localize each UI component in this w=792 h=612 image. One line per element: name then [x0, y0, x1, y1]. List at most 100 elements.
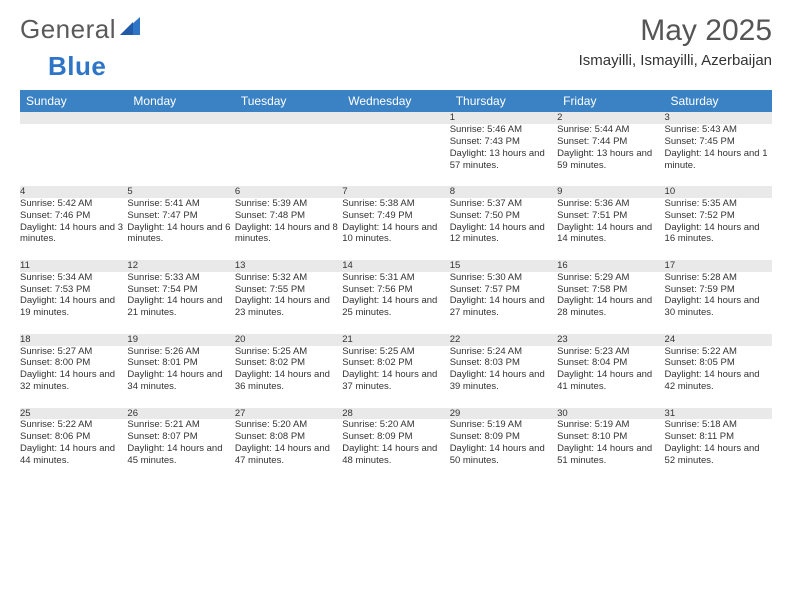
calendar-page: General May 2025 Ismayilli, Ismayilli, A… [0, 0, 792, 491]
day-number-cell: 4 [20, 186, 127, 198]
day-content-cell: Sunrise: 5:26 AMSunset: 8:01 PMDaylight:… [127, 346, 234, 408]
day-content-cell: Sunrise: 5:35 AMSunset: 7:52 PMDaylight:… [665, 198, 772, 260]
day-number-cell: 3 [665, 112, 772, 124]
sunrise-text: Sunrise: 5:19 AM [450, 419, 557, 431]
daylight-text: Daylight: 14 hours and 39 minutes. [450, 369, 557, 393]
day-content-cell: Sunrise: 5:27 AMSunset: 8:00 PMDaylight:… [20, 346, 127, 408]
daylight-text: Daylight: 14 hours and 16 minutes. [665, 222, 772, 246]
sunset-text: Sunset: 7:56 PM [342, 284, 449, 296]
day-number-cell: 20 [235, 334, 342, 346]
daylight-text: Daylight: 14 hours and 6 minutes. [127, 222, 234, 246]
day-number-cell: 1 [450, 112, 557, 124]
sunset-text: Sunset: 8:06 PM [20, 431, 127, 443]
sunset-text: Sunset: 7:48 PM [235, 210, 342, 222]
day-content-cell: Sunrise: 5:20 AMSunset: 8:08 PMDaylight:… [235, 419, 342, 481]
sunrise-text: Sunrise: 5:33 AM [127, 272, 234, 284]
day-number-cell: 15 [450, 260, 557, 272]
sunrise-text: Sunrise: 5:25 AM [342, 346, 449, 358]
day-content-cell [20, 124, 127, 186]
day-number-cell: 16 [557, 260, 664, 272]
day-number-cell: 31 [665, 408, 772, 420]
day-number-cell: 23 [557, 334, 664, 346]
day-content-row: Sunrise: 5:27 AMSunset: 8:00 PMDaylight:… [20, 346, 772, 408]
day-number-cell: 18 [20, 334, 127, 346]
weekday-header: Sunday [20, 90, 127, 112]
sunset-text: Sunset: 8:07 PM [127, 431, 234, 443]
daylight-text: Daylight: 14 hours and 14 minutes. [557, 222, 664, 246]
sunrise-text: Sunrise: 5:30 AM [450, 272, 557, 284]
day-content-cell: Sunrise: 5:33 AMSunset: 7:54 PMDaylight:… [127, 272, 234, 334]
daylight-text: Daylight: 14 hours and 37 minutes. [342, 369, 449, 393]
daylight-text: Daylight: 14 hours and 3 minutes. [20, 222, 127, 246]
sunrise-text: Sunrise: 5:37 AM [450, 198, 557, 210]
day-number-cell: 27 [235, 408, 342, 420]
day-number-cell: 17 [665, 260, 772, 272]
sunset-text: Sunset: 8:11 PM [665, 431, 772, 443]
daylight-text: Daylight: 14 hours and 42 minutes. [665, 369, 772, 393]
sunrise-text: Sunrise: 5:38 AM [342, 198, 449, 210]
sunset-text: Sunset: 7:55 PM [235, 284, 342, 296]
sunset-text: Sunset: 7:51 PM [557, 210, 664, 222]
weekday-header: Monday [127, 90, 234, 112]
sunrise-text: Sunrise: 5:21 AM [127, 419, 234, 431]
daylight-text: Daylight: 14 hours and 30 minutes. [665, 295, 772, 319]
brand-part1: General [20, 14, 116, 45]
sunset-text: Sunset: 7:49 PM [342, 210, 449, 222]
day-number-row: 18192021222324 [20, 334, 772, 346]
weekday-header: Friday [557, 90, 664, 112]
day-content-cell: Sunrise: 5:43 AMSunset: 7:45 PMDaylight:… [665, 124, 772, 186]
day-content-cell: Sunrise: 5:28 AMSunset: 7:59 PMDaylight:… [665, 272, 772, 334]
day-number-cell: 12 [127, 260, 234, 272]
day-content-row: Sunrise: 5:42 AMSunset: 7:46 PMDaylight:… [20, 198, 772, 260]
day-content-cell: Sunrise: 5:36 AMSunset: 7:51 PMDaylight:… [557, 198, 664, 260]
sunrise-text: Sunrise: 5:39 AM [235, 198, 342, 210]
day-number-cell: 19 [127, 334, 234, 346]
sunset-text: Sunset: 7:59 PM [665, 284, 772, 296]
day-number-cell [235, 112, 342, 124]
day-number-cell: 8 [450, 186, 557, 198]
day-number-cell: 7 [342, 186, 449, 198]
day-number-cell: 11 [20, 260, 127, 272]
day-content-cell: Sunrise: 5:46 AMSunset: 7:43 PMDaylight:… [450, 124, 557, 186]
day-content-cell: Sunrise: 5:20 AMSunset: 8:09 PMDaylight:… [342, 419, 449, 481]
sunrise-text: Sunrise: 5:25 AM [235, 346, 342, 358]
day-content-cell: Sunrise: 5:30 AMSunset: 7:57 PMDaylight:… [450, 272, 557, 334]
sunrise-text: Sunrise: 5:23 AM [557, 346, 664, 358]
sunrise-text: Sunrise: 5:22 AM [665, 346, 772, 358]
sunset-text: Sunset: 8:09 PM [450, 431, 557, 443]
day-content-cell [127, 124, 234, 186]
day-number-cell [342, 112, 449, 124]
day-content-cell: Sunrise: 5:42 AMSunset: 7:46 PMDaylight:… [20, 198, 127, 260]
sunset-text: Sunset: 8:04 PM [557, 357, 664, 369]
sunrise-text: Sunrise: 5:43 AM [665, 124, 772, 136]
sunrise-text: Sunrise: 5:20 AM [342, 419, 449, 431]
daylight-text: Daylight: 14 hours and 36 minutes. [235, 369, 342, 393]
day-number-cell: 25 [20, 408, 127, 420]
day-content-cell: Sunrise: 5:37 AMSunset: 7:50 PMDaylight:… [450, 198, 557, 260]
brand-part2: Blue [48, 51, 106, 82]
sunrise-text: Sunrise: 5:27 AM [20, 346, 127, 358]
daylight-text: Daylight: 14 hours and 1 minute. [665, 148, 772, 172]
daylight-text: Daylight: 13 hours and 59 minutes. [557, 148, 664, 172]
sunset-text: Sunset: 8:02 PM [235, 357, 342, 369]
day-number-cell: 24 [665, 334, 772, 346]
sunrise-text: Sunrise: 5:42 AM [20, 198, 127, 210]
sunrise-text: Sunrise: 5:22 AM [20, 419, 127, 431]
day-content-cell: Sunrise: 5:25 AMSunset: 8:02 PMDaylight:… [342, 346, 449, 408]
daylight-text: Daylight: 14 hours and 34 minutes. [127, 369, 234, 393]
daylight-text: Daylight: 14 hours and 25 minutes. [342, 295, 449, 319]
daylight-text: Daylight: 14 hours and 12 minutes. [450, 222, 557, 246]
day-number-cell: 29 [450, 408, 557, 420]
sunset-text: Sunset: 8:02 PM [342, 357, 449, 369]
weekday-header: Tuesday [235, 90, 342, 112]
brand-logo: General [20, 14, 144, 45]
sunset-text: Sunset: 7:53 PM [20, 284, 127, 296]
sunrise-text: Sunrise: 5:34 AM [20, 272, 127, 284]
sunrise-text: Sunrise: 5:36 AM [557, 198, 664, 210]
day-number-cell: 2 [557, 112, 664, 124]
day-content-row: Sunrise: 5:46 AMSunset: 7:43 PMDaylight:… [20, 124, 772, 186]
month-title: May 2025 [579, 14, 772, 48]
daylight-text: Daylight: 14 hours and 41 minutes. [557, 369, 664, 393]
sunset-text: Sunset: 7:46 PM [20, 210, 127, 222]
day-number-row: 25262728293031 [20, 408, 772, 420]
